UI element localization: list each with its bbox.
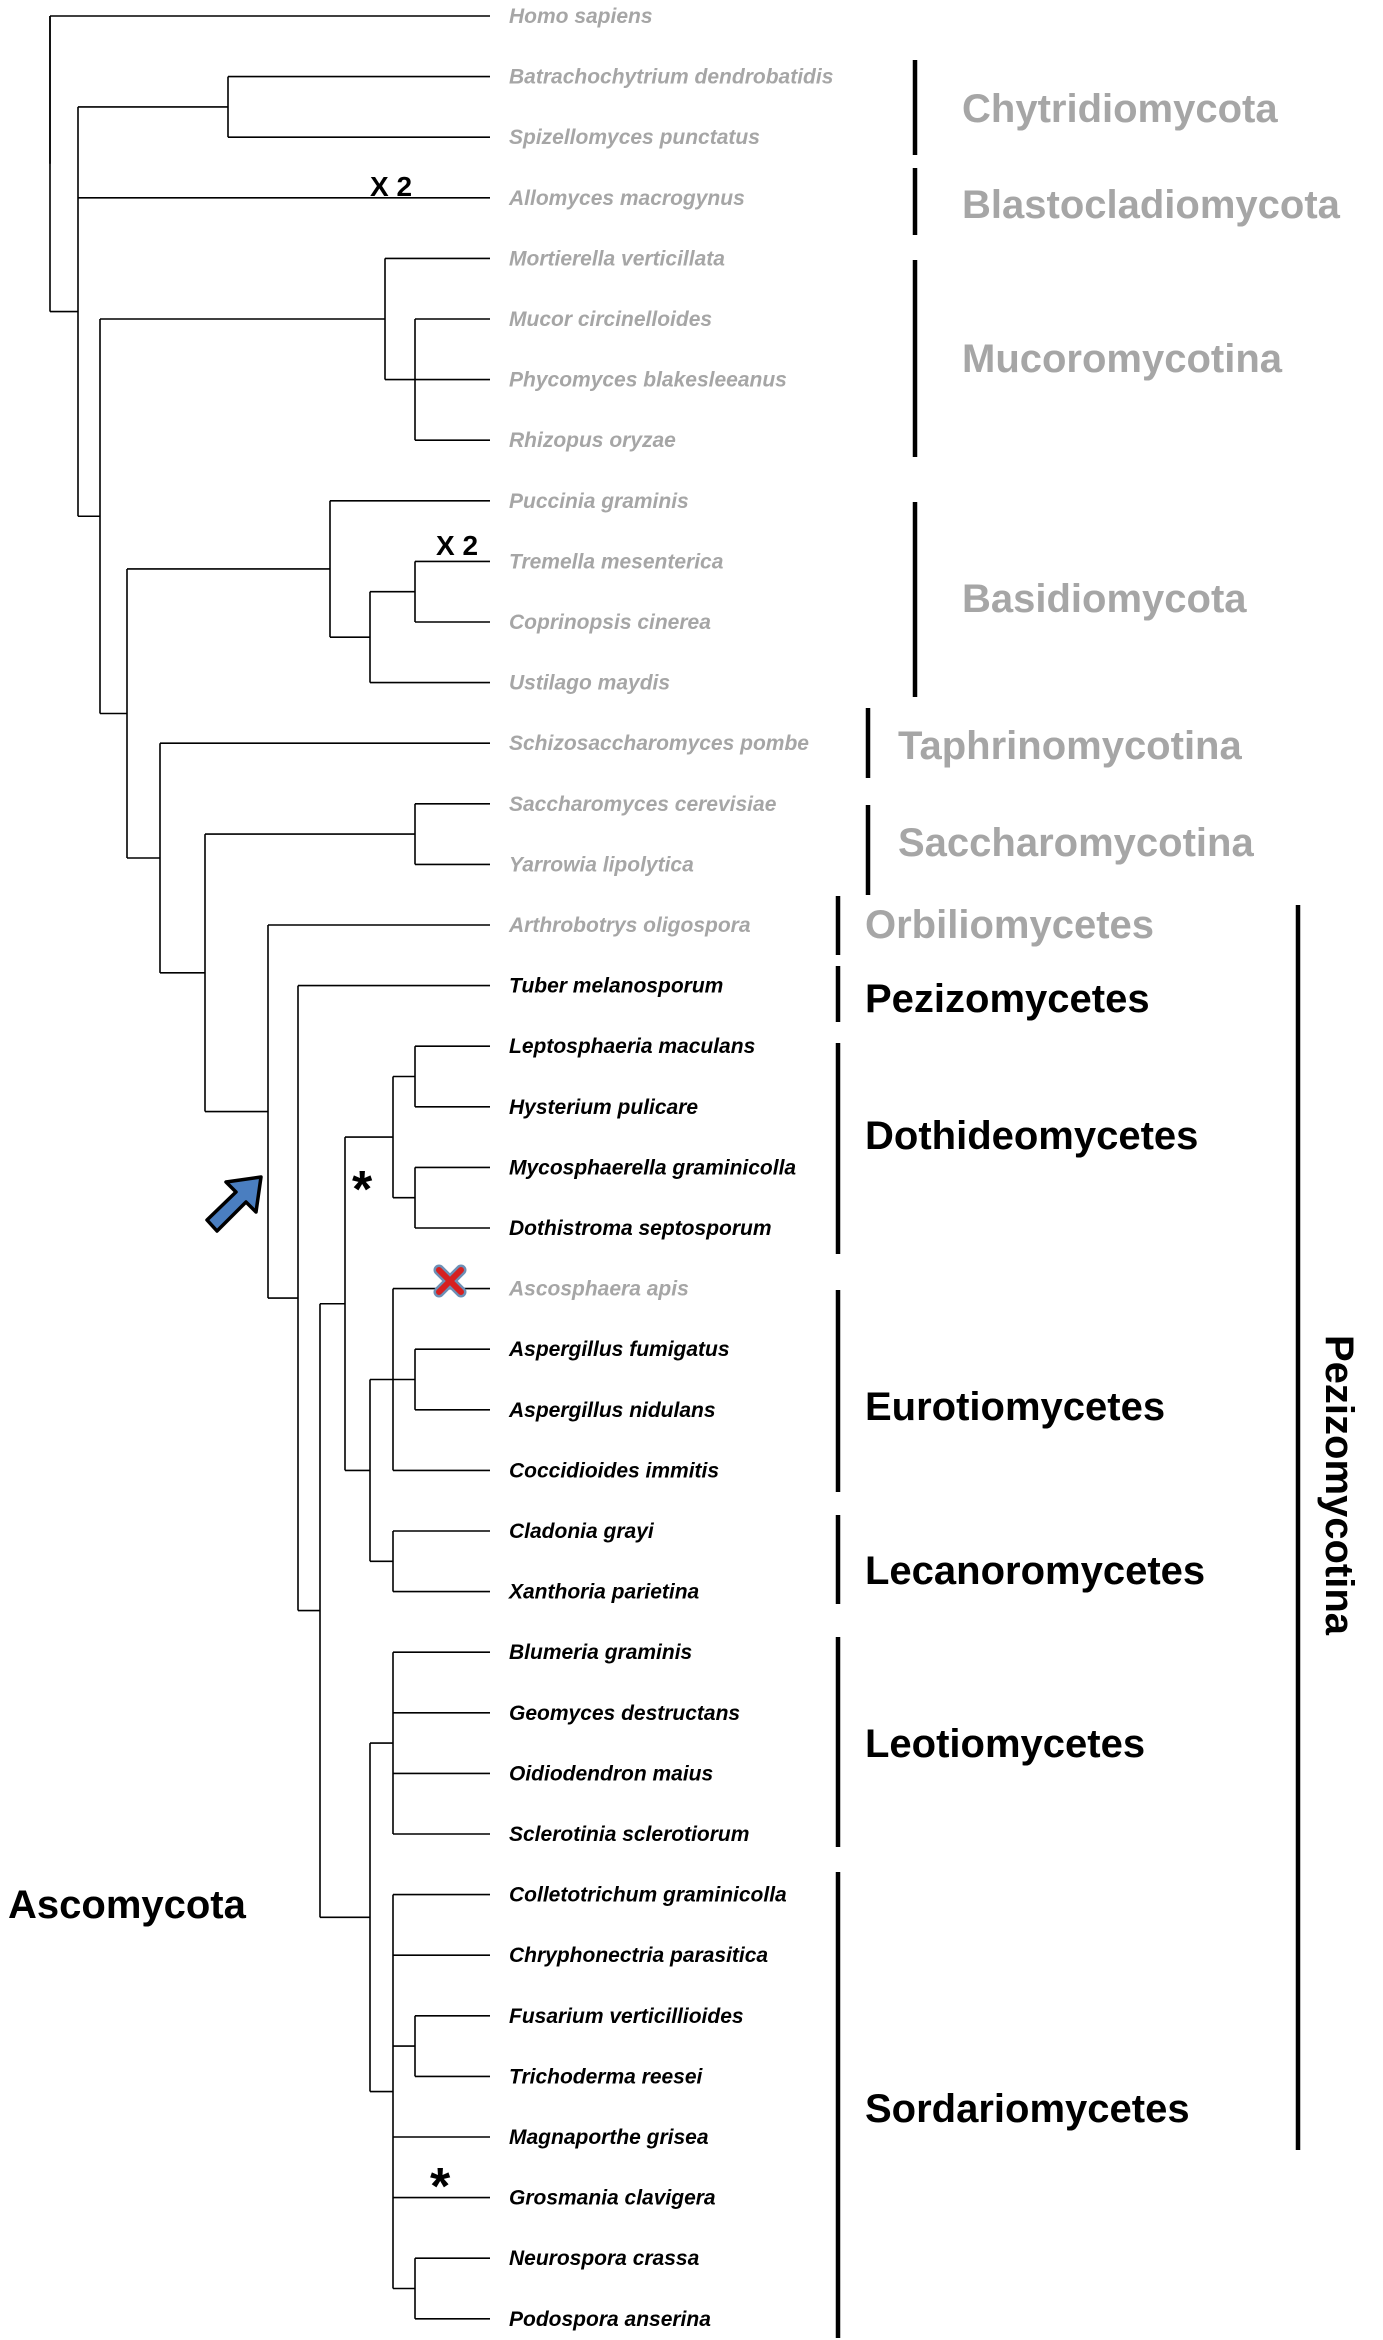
taxon-label-saccharomyces-cerevisiae: Saccharomyces cerevisiae	[509, 793, 777, 816]
taxon-label-homo-sapiens: Homo sapiens	[509, 5, 653, 28]
duplication-mark-tremella: X 2	[436, 530, 478, 561]
group-label-blastocladiomycota: Blastocladiomycota	[962, 183, 1341, 227]
taxon-label-xanthoria-parietina: Xanthoria parietina	[508, 1581, 700, 1604]
asterisk-mark-dothideomycetes: *	[352, 1161, 373, 1219]
taxon-label-aspergillus-nidulans: Aspergillus nidulans	[508, 1399, 716, 1422]
taxon-label-blumeria-graminis: Blumeria graminis	[509, 1641, 692, 1664]
clade-groups: Chytridiomycota Blastocladiomycota Mucorom…	[835, 60, 1341, 2338]
tree-branches	[49, 15, 490, 2320]
taxon-label-spizellomyces-punctatus: Spizellomyces punctatus	[509, 126, 760, 149]
taxon-label-tuber-melanosporum: Tuber melanosporum	[509, 975, 723, 998]
taxon-label-ustilago-maydis: Ustilago maydis	[509, 672, 670, 695]
arrow-icon	[205, 1175, 263, 1233]
group-label-eurotiomycetes: Eurotiomycetes	[865, 1385, 1165, 1429]
taxon-label-podospora-anserina: Podospora anserina	[509, 2308, 711, 2331]
group-label-leotiomycetes: Leotiomycetes	[865, 1722, 1145, 1766]
taxon-label-cladonia-grayi: Cladonia grayi	[509, 1520, 655, 1543]
phylum-label-ascomycota: Ascomycota	[8, 1883, 247, 1927]
taxon-label-puccinia-graminis: Puccinia graminis	[509, 490, 689, 513]
group-label-saccharomycotina: Saccharomycotina	[898, 821, 1254, 865]
group-label-lecanoromycetes: Lecanoromycetes	[865, 1549, 1205, 1593]
taxon-label-dothistroma-septosporum: Dothistroma septosporum	[509, 1217, 772, 1240]
taxon-label-mycosphaerella-graminicolla: Mycosphaerella graminicolla	[509, 1156, 796, 1179]
duplication-mark-allomyces: X 2	[370, 171, 412, 202]
taxon-label-colletotrichum-graminicolla: Colletotrichum graminicolla	[509, 1884, 787, 1907]
taxon-label-mortierella-verticillata: Mortierella verticillata	[509, 247, 725, 270]
taxon-label-phycomyces-blakesleeanus: Phycomyces blakesleeanus	[509, 369, 787, 392]
taxon-label-grosmania-clavigera: Grosmania clavigera	[509, 2187, 716, 2210]
taxon-label-magnaporthe-grisea: Magnaporthe grisea	[509, 2126, 709, 2149]
taxon-label-coccidioides-immitis: Coccidioides immitis	[509, 1459, 719, 1482]
taxon-label-fusarium-verticillioides: Fusarium verticillioides	[509, 2005, 744, 2028]
asterisk-mark-grosmania: *	[430, 2158, 451, 2216]
subphylum-label-pezizomycotina: Pezizomycotina	[1317, 1335, 1361, 1636]
taxon-label-yarrowia-lipolytica: Yarrowia lipolytica	[509, 853, 694, 876]
taxon-label-batrachochytrium-dendrobatidis: Batrachochytrium dendrobatidis	[509, 66, 833, 89]
group-label-sordariomycetes: Sordariomycetes	[865, 2087, 1190, 2131]
taxon-label-leptosphaeria-maculans: Leptosphaeria maculans	[509, 1035, 755, 1058]
group-label-mucoromycotina: Mucoromycotina	[962, 337, 1283, 381]
taxon-label-arthrobotrys-oligospora: Arthrobotrys oligospora	[508, 914, 751, 937]
taxon-label-allomyces-macrogynus: Allomyces macrogynus	[508, 187, 745, 210]
taxon-label-trichoderma-reesei: Trichoderma reesei	[509, 2065, 704, 2088]
taxon-label-coprinopsis-cinerea: Coprinopsis cinerea	[509, 611, 711, 634]
taxon-label-geomyces-destructans: Geomyces destructans	[509, 1702, 740, 1725]
group-label-pezizomycetes: Pezizomycetes	[865, 977, 1150, 1021]
group-label-basidiomycota: Basidiomycota	[962, 577, 1247, 621]
taxon-label-rhizopus-oryzae: Rhizopus oryzae	[509, 429, 676, 452]
taxon-label-sclerotinia-sclerotiorum: Sclerotinia sclerotiorum	[509, 1823, 749, 1846]
group-label-dothideomycetes: Dothideomycetes	[865, 1114, 1198, 1158]
taxon-label-ascosphaera-apis: Ascosphaera apis	[508, 1278, 689, 1301]
group-label-orbiliomycetes: Orbiliomycetes	[865, 903, 1154, 947]
taxon-label-oidiodendron-maius: Oidiodendron maius	[509, 1762, 713, 1785]
taxon-label-chryphonectria-parasitica: Chryphonectria parasitica	[509, 1944, 768, 1967]
group-label-chytridiomycota: Chytridiomycota	[962, 87, 1278, 131]
cross-icon	[433, 1264, 467, 1298]
taxon-label-neurospora-crassa: Neurospora crassa	[509, 2247, 700, 2270]
taxon-labels: Homo sapiens Batrachochytrium dendrobatid…	[508, 5, 833, 2331]
taxon-label-aspergillus-fumigatus: Aspergillus fumigatus	[508, 1338, 730, 1361]
taxon-label-hysterium-pulicare: Hysterium pulicare	[509, 1096, 698, 1119]
taxon-label-schizosaccharomyces-pombe: Schizosaccharomyces pombe	[509, 732, 809, 755]
taxon-label-tremella-mesenterica: Tremella mesenterica	[509, 550, 724, 573]
taxon-label-mucor-circinelloides: Mucor circinelloides	[509, 308, 712, 331]
group-label-taphrinomycotina: Taphrinomycotina	[898, 724, 1242, 768]
